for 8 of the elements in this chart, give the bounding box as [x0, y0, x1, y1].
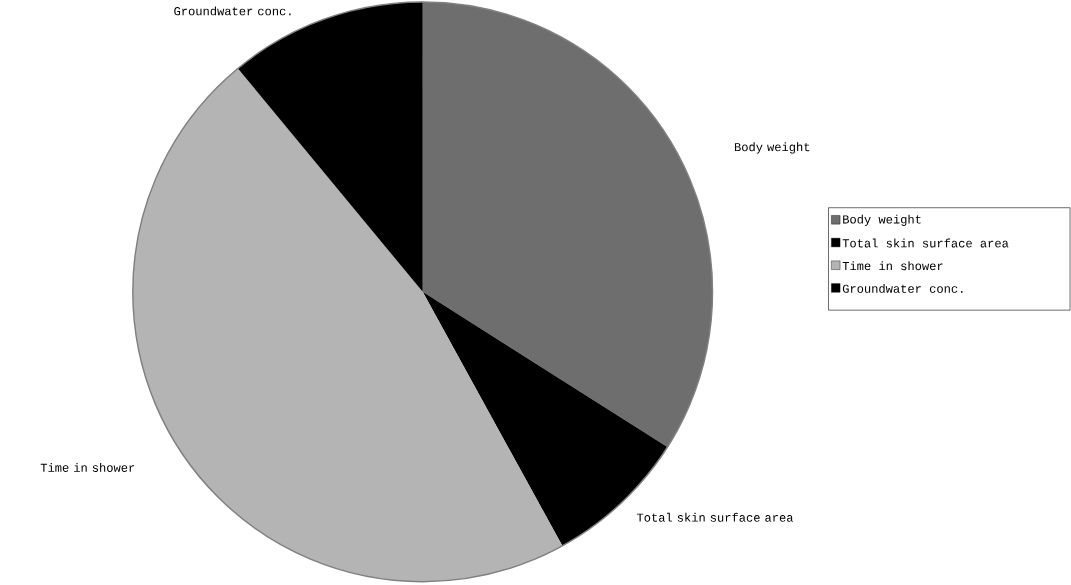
slice-label: Time in shower — [40, 463, 135, 473]
legend-label: Total skin surface area — [842, 238, 1009, 248]
slice-label: Groundwater conc. — [174, 6, 291, 16]
slice-label: Body weight — [734, 142, 810, 154]
legend-label: Groundwater conc. — [842, 284, 963, 294]
legend-label: Body weight — [843, 214, 921, 227]
legend-label: Time in shower — [842, 261, 943, 271]
slice-label: Total skin surface area — [636, 513, 794, 522]
